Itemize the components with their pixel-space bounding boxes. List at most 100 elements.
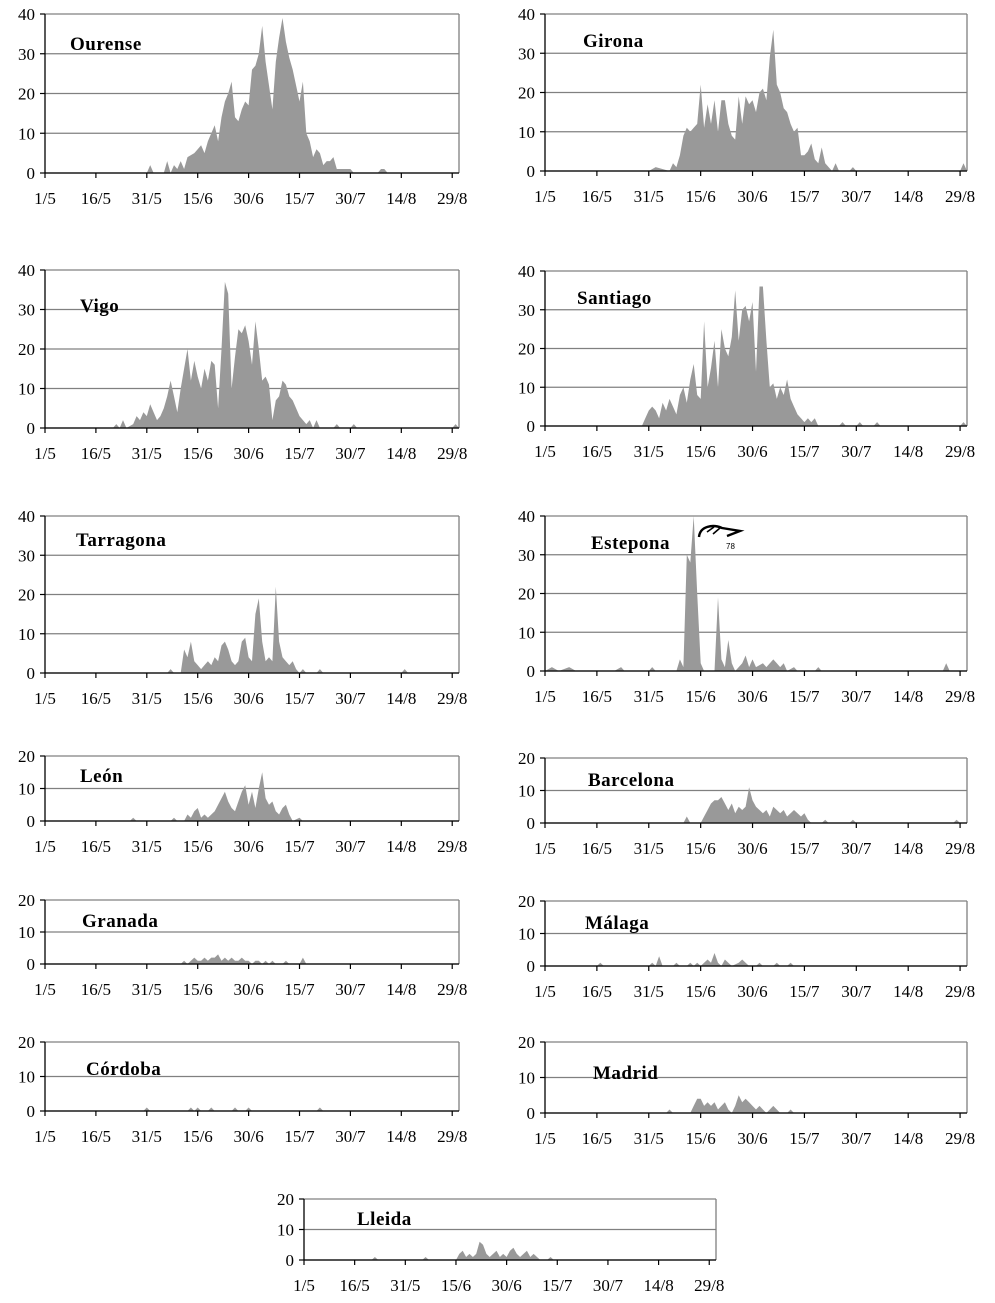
x-tick-label: 30/7 — [593, 1276, 624, 1295]
area-series-leon — [45, 772, 459, 821]
y-tick-label: 40 — [18, 261, 35, 280]
y-tick-label: 0 — [527, 662, 536, 681]
panel-tarragona: 0 10 20 30 40 1/5 16/5 31/5 15/6 30/6 15/7 30/7 14/8… — [18, 507, 467, 708]
area-series-granada — [45, 954, 459, 964]
x-tick-label: 1/5 — [534, 982, 556, 1001]
x-tick-label: 15/7 — [284, 189, 315, 208]
panel-title: Estepona — [591, 533, 670, 554]
x-tick-label: 14/8 — [893, 839, 923, 858]
y-tick-label: 40 — [18, 507, 35, 526]
panel-title: Barcelona — [588, 770, 674, 791]
x-tick-label: 29/8 — [437, 837, 467, 856]
panel-title: Málaga — [585, 913, 649, 934]
area-series-barcelona — [545, 787, 967, 823]
y-tick-label: 20 — [518, 585, 535, 604]
y-tick-label: 20 — [518, 892, 535, 911]
y-tick-label: 30 — [518, 44, 535, 63]
x-tick-label: 14/8 — [386, 189, 416, 208]
x-tick-label: 16/5 — [81, 444, 111, 463]
panel-malaga: 0 10 20 1/5 16/5 31/5 15/6 30/6 15/7 30/7 14/8 29/8… — [518, 892, 975, 1001]
y-tick-label: 10 — [18, 124, 35, 143]
x-tick-label: 14/8 — [386, 1127, 416, 1146]
x-tick-label: 30/7 — [335, 189, 366, 208]
x-tick-label: 30/7 — [335, 689, 366, 708]
y-tick-label: 30 — [18, 301, 35, 320]
area-series-girona — [545, 29, 967, 172]
x-tick-label: 31/5 — [390, 1276, 420, 1295]
y-tick-label: 20 — [18, 1033, 35, 1052]
x-tick-label: 14/8 — [386, 837, 416, 856]
y-tick-label: 10 — [18, 1068, 35, 1087]
x-tick-label: 29/8 — [437, 980, 467, 999]
panel-title: Granada — [82, 911, 158, 932]
x-tick-label: 15/6 — [686, 839, 716, 858]
x-tick-label: 16/5 — [582, 1129, 612, 1148]
y-tick-label: 30 — [18, 45, 35, 64]
x-tick-label: 15/7 — [542, 1276, 573, 1295]
x-tick-label: 31/5 — [634, 1129, 664, 1148]
x-tick-label: 15/7 — [284, 689, 315, 708]
x-tick-label: 29/8 — [437, 689, 467, 708]
x-tick-label: 14/8 — [386, 689, 416, 708]
x-tick-label: 31/5 — [634, 442, 664, 461]
x-tick-label: 29/8 — [945, 1129, 975, 1148]
y-tick-label: 20 — [518, 340, 535, 359]
panel-barcelona: 0 10 20 1/5 16/5 31/5 15/6 30/6 15/7 30/7 14/8 29/8… — [518, 749, 975, 858]
x-tick-label: 15/6 — [183, 689, 213, 708]
panel-santiago: 0 10 20 30 40 1/5 16/5 31/5 15/6 30/6 15/7 30/7 14/8… — [518, 262, 975, 461]
x-tick-label: 15/7 — [789, 187, 820, 206]
x-tick-label: 15/6 — [183, 189, 213, 208]
y-tick-label: 0 — [27, 419, 36, 438]
panel-leon: 0 10 20 1/5 16/5 31/5 15/6 30/6 15/7 30/7 14/8 29/8… — [18, 747, 467, 856]
x-tick-label: 30/6 — [233, 1127, 263, 1146]
x-tick-label: 16/5 — [81, 1127, 111, 1146]
area-series-santiago — [545, 286, 967, 426]
x-tick-label: 30/7 — [841, 442, 872, 461]
area-series-cordoba — [45, 1107, 459, 1111]
x-tick-label: 30/6 — [737, 1129, 767, 1148]
x-tick-label: 30/7 — [841, 982, 872, 1001]
y-tick-label: 20 — [277, 1190, 294, 1209]
y-tick-label: 30 — [18, 546, 35, 565]
x-tick-label: 30/6 — [737, 982, 767, 1001]
off-scale-value-label: 78 — [726, 542, 735, 551]
panel-lleida: 0 10 20 1/5 16/5 31/5 15/6 30/6 15/7 30/7 14/8 29/8… — [277, 1190, 724, 1295]
x-tick-label: 29/8 — [694, 1276, 724, 1295]
x-tick-label: 16/5 — [81, 689, 111, 708]
x-tick-label: 16/5 — [81, 189, 111, 208]
x-tick-label: 30/7 — [841, 1129, 872, 1148]
y-tick-label: 0 — [286, 1251, 295, 1270]
y-tick-label: 40 — [518, 507, 535, 526]
y-tick-label: 20 — [18, 891, 35, 910]
area-series-malaga — [545, 953, 967, 966]
x-tick-label: 14/8 — [893, 442, 923, 461]
off-scale-arrow-icon — [697, 524, 745, 538]
x-tick-label: 15/7 — [789, 982, 820, 1001]
x-tick-label: 31/5 — [132, 689, 162, 708]
x-tick-label: 30/6 — [737, 687, 767, 706]
y-tick-label: 20 — [518, 1033, 535, 1052]
y-tick-label: 10 — [518, 925, 535, 944]
x-tick-label: 1/5 — [293, 1276, 315, 1295]
y-tick-label: 10 — [518, 378, 535, 397]
x-tick-label: 29/8 — [945, 839, 975, 858]
area-series-vigo — [45, 281, 459, 428]
x-tick-label: 16/5 — [582, 839, 612, 858]
x-tick-label: 15/7 — [284, 444, 315, 463]
x-tick-label: 29/8 — [437, 444, 467, 463]
area-series-ourense — [45, 18, 459, 173]
x-tick-label: 15/7 — [789, 442, 820, 461]
y-tick-label: 0 — [27, 664, 36, 683]
x-tick-label: 29/8 — [437, 1127, 467, 1146]
panel-title: Ourense — [70, 34, 142, 55]
y-tick-label: 0 — [527, 1104, 536, 1123]
x-tick-label: 15/7 — [284, 837, 315, 856]
panel-title: Tarragona — [76, 530, 166, 551]
x-tick-label: 30/6 — [737, 442, 767, 461]
x-tick-label: 31/5 — [132, 189, 162, 208]
x-tick-label: 29/8 — [945, 187, 975, 206]
panel-title: Córdoba — [86, 1059, 161, 1080]
x-tick-label: 30/6 — [233, 837, 263, 856]
x-tick-label: 30/6 — [737, 187, 767, 206]
